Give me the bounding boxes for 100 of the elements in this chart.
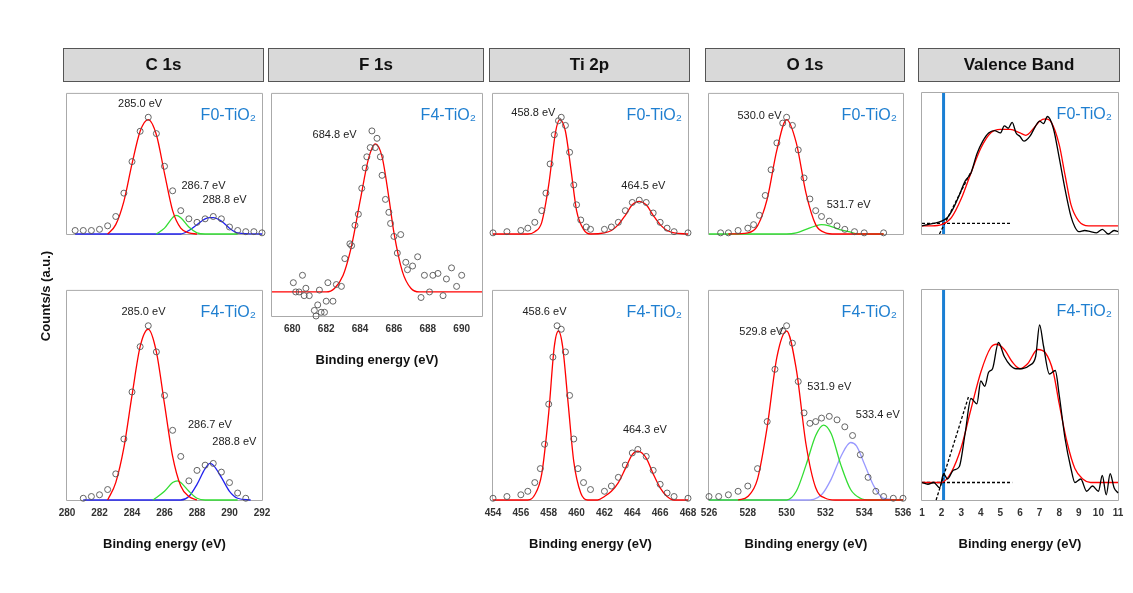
point [152,348,160,356]
point [341,255,349,263]
x-tick-label: 1 [919,506,926,518]
point [783,322,791,330]
point [763,418,771,426]
point [144,322,152,330]
point [448,264,455,272]
point [96,225,103,233]
point [771,365,779,373]
point [185,215,193,223]
point [299,271,306,279]
point [71,227,79,234]
chart-title: F 1s [268,48,484,82]
text: 285.0 eV [118,96,163,109]
x-tick-label: 9 [1076,506,1083,518]
point [841,423,849,431]
x-tick-label: 286 [156,506,174,518]
point [87,227,95,234]
text: 285.0 eV [121,305,167,318]
text: F4-TiO₂ [420,106,476,124]
point [458,271,466,279]
point [136,127,144,135]
point [226,479,233,487]
point [587,486,594,493]
x-tick-label: 284 [123,506,141,518]
point [329,297,337,305]
x-tick-label: 11 [1112,506,1124,518]
x-tick-label: 464 [623,506,642,518]
point [642,199,650,206]
point [234,227,242,234]
point [363,153,371,161]
point [812,207,820,215]
annotation: 530.0 eV [737,109,783,122]
point [825,217,833,225]
x-tick-label: 282 [91,506,109,518]
point [385,208,393,216]
x-axis-title: Binding energy (eV) [529,535,652,551]
point [376,153,384,161]
point [566,148,574,156]
x-tick-label: 8 [1056,506,1063,518]
point [794,378,802,385]
point [144,113,152,121]
point [193,218,201,226]
text: F4-TiO₂ [626,303,682,321]
point [841,225,849,233]
point [96,491,103,499]
point [833,222,841,230]
point [404,266,411,274]
point [524,487,532,495]
point [531,479,539,487]
point [779,119,787,127]
x-tick-label: 462 [596,506,614,518]
point [724,229,732,237]
point [724,491,732,499]
point [226,223,233,231]
point [417,294,425,301]
point [555,117,562,125]
point [541,440,548,448]
point [378,171,386,179]
x-tick-label: 684 [351,322,369,334]
x-tick-label: 2 [938,506,945,518]
x-tick-label: 690 [453,322,471,334]
point [242,228,250,236]
point [649,209,657,217]
point [503,228,511,236]
text: F4-TiO₂ [1056,302,1112,320]
point [397,231,405,239]
x-tick-label: 460 [568,506,586,518]
text: 458.6 eV [522,305,568,318]
x-tick-label: 3 [958,506,965,518]
point [366,144,374,152]
x-tick-label: 4 [978,506,985,518]
point [177,452,185,460]
x-axis-title: Binding energy (eV) [744,535,868,551]
point [812,418,820,426]
point [582,223,590,231]
point [546,160,554,168]
point [656,218,664,226]
x-tick-label: 454 [484,506,502,518]
point [734,487,742,495]
point [209,213,217,220]
point [880,493,888,500]
point [607,482,615,490]
x-tick-label: 468 [679,506,697,518]
point [292,288,300,296]
point [800,409,808,417]
annotation: 288.8 eV [202,192,248,205]
point [600,225,608,233]
point [453,282,461,290]
annotation: F0-TiO₂ [1056,105,1112,123]
point [300,292,308,300]
annotation: 531.7 eV [826,198,872,211]
x-tick-label: 534 [855,506,873,518]
point [393,249,401,257]
point [573,201,581,209]
point [794,146,802,154]
point [420,271,428,279]
x-tick-label: 292 [253,506,271,518]
point [684,494,692,502]
point [87,493,95,500]
